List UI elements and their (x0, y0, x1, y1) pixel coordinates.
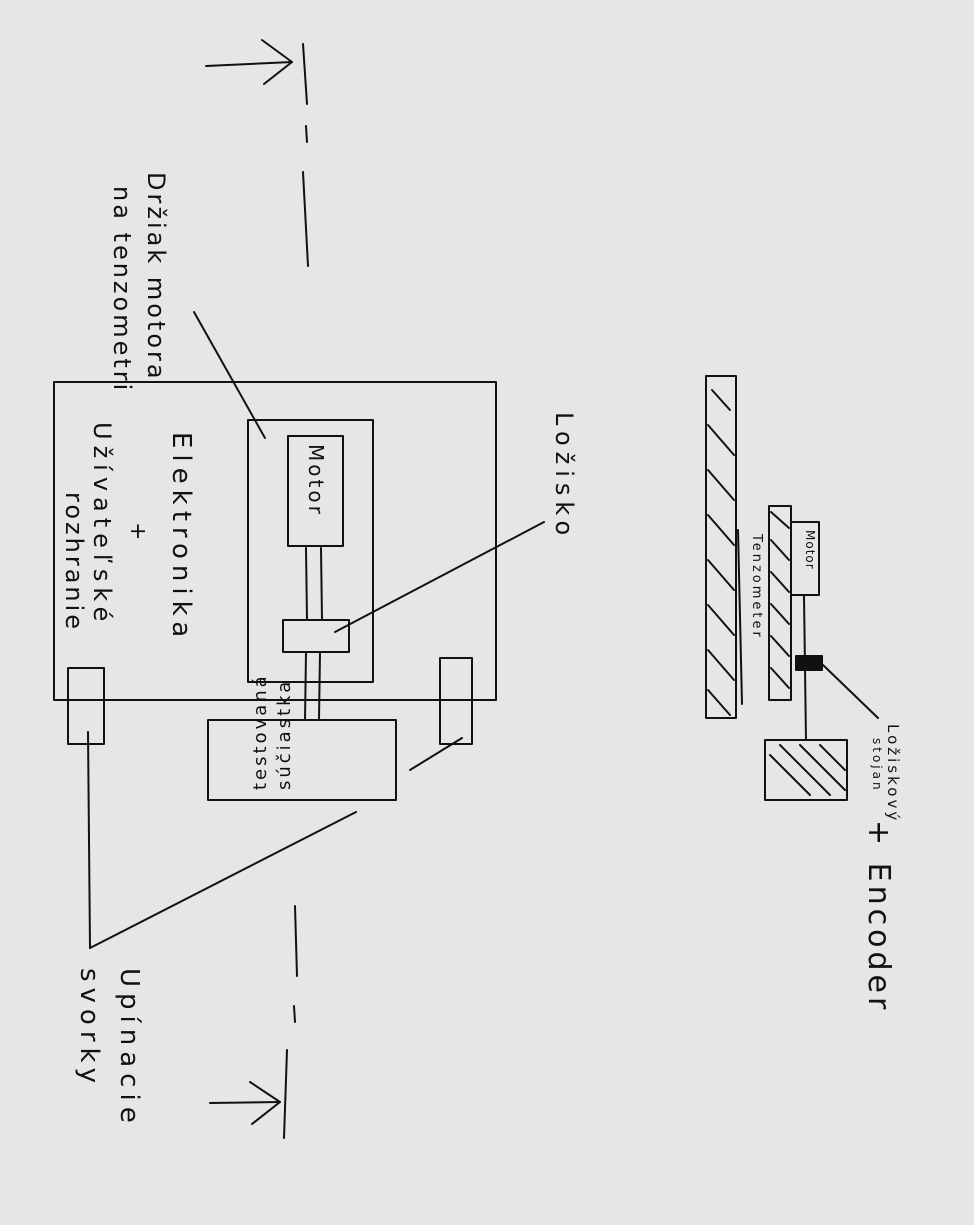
bearing-stand-label-1: Ložiskový (884, 724, 902, 824)
leader-motor-holder (193, 311, 266, 439)
side-tenzometer-line (737, 529, 743, 705)
bearing-label: Ložisko (550, 412, 578, 542)
side-encoder-block (764, 739, 848, 801)
side-tenzometer-bar (768, 505, 792, 701)
side-tenzometer-hatch (770, 511, 790, 689)
side-base-plate-hatch (707, 389, 735, 716)
side-encoder-hatch (769, 744, 846, 796)
leader-clamp-right-2 (409, 737, 463, 771)
test-part-label-1: testovaná (250, 673, 271, 790)
motor-holder-label-1: Držiak motora (142, 172, 170, 382)
leader-bearing (334, 521, 545, 633)
motor-shaft (304, 547, 323, 721)
electronics-label-4: rozhranie (60, 492, 88, 633)
section-marker-top (205, 39, 309, 267)
clamps-label-1: Upínacie (114, 968, 144, 1129)
side-tenzometer-label: Tenzometer (749, 534, 764, 640)
side-base-plate (705, 375, 737, 719)
section-marker-bottom (209, 905, 298, 1139)
test-part-label-2: súčiastka (274, 678, 295, 790)
arrow-top-head (261, 39, 293, 85)
arrow-top-shaft (205, 61, 293, 67)
motor-label: Motor (304, 444, 328, 517)
leader-clamp-right (89, 811, 357, 949)
leader-clamp-left (87, 731, 91, 949)
arrow-bottom-shaft (209, 1101, 281, 1104)
side-motor-label: Motor (803, 530, 817, 570)
electronics-label-3: Užívateľské (88, 422, 116, 628)
test-part-box (207, 719, 397, 801)
motor-holder-label-2: na tenzometri (108, 186, 136, 394)
bearing-box (282, 619, 350, 653)
motor-holder-frame (247, 419, 374, 683)
motor-box (287, 435, 344, 547)
electronics-label-1: Elektronika (166, 432, 196, 644)
bearing-stand-label-2: stojan (870, 738, 884, 793)
encoder-label: + Encoder (861, 820, 896, 1014)
electronics-label-2: + (125, 522, 150, 544)
arrow-bottom-head (249, 1081, 281, 1125)
clamp-right (439, 657, 473, 745)
clamp-left (67, 667, 105, 745)
electronics-enclosure (53, 381, 497, 701)
leader-bearing-stand (821, 663, 879, 719)
side-bearing-stand (795, 655, 823, 671)
clamps-label-2: svorky (74, 968, 104, 1090)
side-motor-box (790, 521, 820, 596)
